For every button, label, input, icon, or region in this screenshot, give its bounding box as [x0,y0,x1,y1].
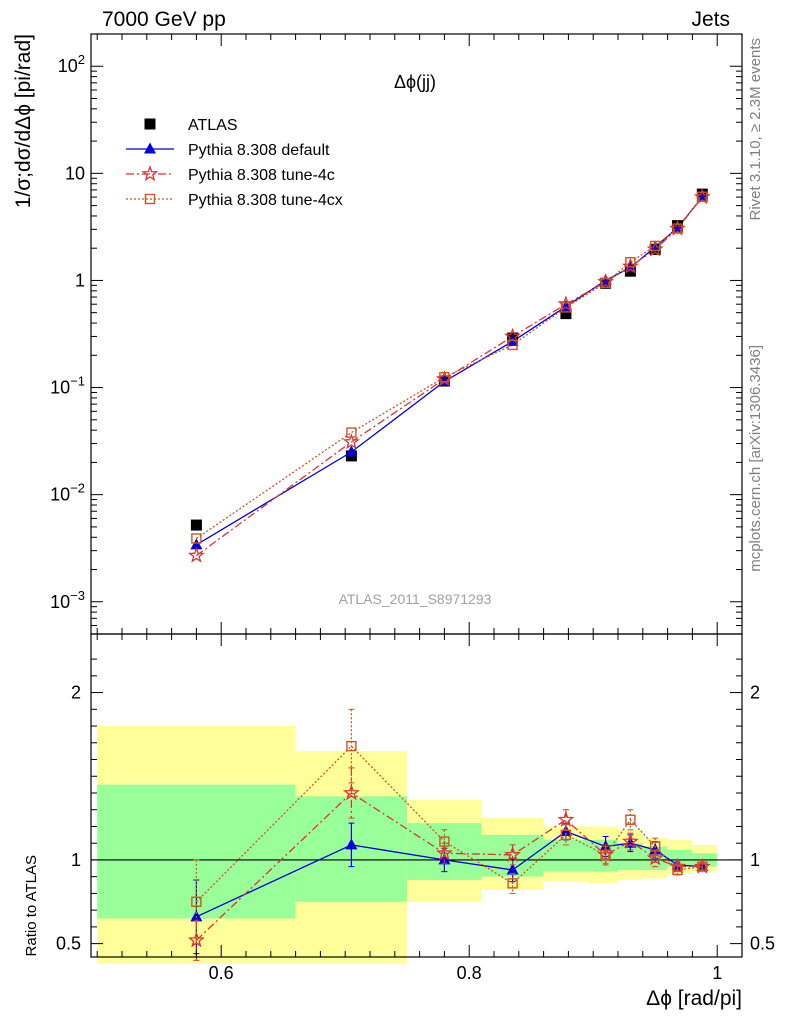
main-point [507,339,518,351]
main-point [187,546,205,563]
ratio-ytick-label-right: 1 [750,850,760,870]
ratio-point [342,784,360,801]
xtick-label: 0.8 [457,963,482,983]
ratio-point [625,814,636,825]
main-ylabel: 1/σ;dσ/dΔϕ [pi/rad] [12,34,35,208]
main-point [649,240,662,252]
ratio-point [697,861,708,872]
ratio-ytick-label: 0.5 [56,934,81,954]
ratio-point [506,863,519,875]
ratio-point [435,844,453,861]
source-label: mcplots.cern.ch [arXiv:1306.3436] [747,345,764,572]
main-marks-layer [187,188,711,563]
ratio-point [438,853,451,865]
ratio-point [346,740,357,752]
xlabel: Δϕ [rad/pi] [646,987,742,1010]
ratio-point [621,832,639,849]
main-point [345,445,358,457]
main-point [625,257,636,268]
legend-marker [141,165,159,182]
legend-label: ATLAS [188,117,238,134]
main-point [190,538,203,550]
main-ytick-label: 10 [65,163,85,183]
main-point [557,295,575,312]
ratio-ytick-label: 2 [71,683,81,703]
ratio-series-line [195,745,703,903]
plot-label: Δϕ(jj) [394,72,436,92]
header-right: Jets [691,8,730,31]
ratio-series-line [195,792,703,941]
legend: ATLAS Pythia 8.308 default Pythia 8.308 tu… [126,117,343,209]
ratio-ytick-label-right: 0.5 [750,934,775,954]
main-ytick-label: 1 [75,270,85,290]
ratio-marks-layer [187,708,711,961]
main-point [672,223,683,234]
ratio-point [507,878,518,889]
main-point [650,240,661,252]
main-point [560,302,572,313]
main-point [191,533,202,544]
legend-label: Pythia 8.308 tune-4cx [188,192,343,209]
rivet-version: Rivet 3.1.10, ≥ 2.3M events [747,38,764,221]
main-ytick-label: 10−2 [50,481,85,505]
main-point [439,371,450,383]
main-ytick-label: 10−3 [50,588,85,612]
ratio-point [191,896,202,907]
ratio-ylabel: Ratio to ATLAS [23,855,40,956]
legend-marker [144,142,156,154]
xtick-label: 1 [712,963,722,983]
main-series-line [196,196,703,540]
main-point [600,277,611,289]
ratio-point [646,849,664,866]
main-point [190,519,202,531]
watermark: ATLAS_2011_S8971293 [339,591,492,607]
legend-marker [144,193,156,205]
main-ytick-label: 10−1 [50,374,85,398]
ratio-point [439,836,450,847]
ratio-point [504,846,522,863]
ratio-frame [90,633,743,958]
main-series-line [196,196,703,557]
xtick-label: 0.6 [209,963,234,983]
legend-label: Pythia 8.308 tune-4c [188,167,335,184]
ratio-point [560,829,572,841]
ratio-point [600,849,611,861]
ratio-bands-layer [91,726,742,964]
main-point [504,327,522,344]
axes-frames: 10−3 10−2 10−1 1 10 102 0.6 0.8 1 0.5 0.5 1 1 2 2 [50,33,775,983]
ratio-point [190,910,203,922]
main-series-line [196,196,703,546]
main-point [346,427,357,438]
legend-marker [144,118,156,130]
main-point [697,191,708,202]
header-left: 7000 GeV pp [102,8,226,31]
ratio-point [345,838,358,850]
ratio-point [557,810,575,827]
ratio-point [672,864,683,876]
main-ytick-label: 102 [58,52,85,76]
ratio-ytick-label-right: 2 [750,683,760,703]
ratio-ytick-label: 1 [71,850,81,870]
legend-label: Pythia 8.308 default [188,142,330,159]
main-point [342,433,360,450]
main-point [560,308,572,320]
ratio-point [650,841,661,852]
